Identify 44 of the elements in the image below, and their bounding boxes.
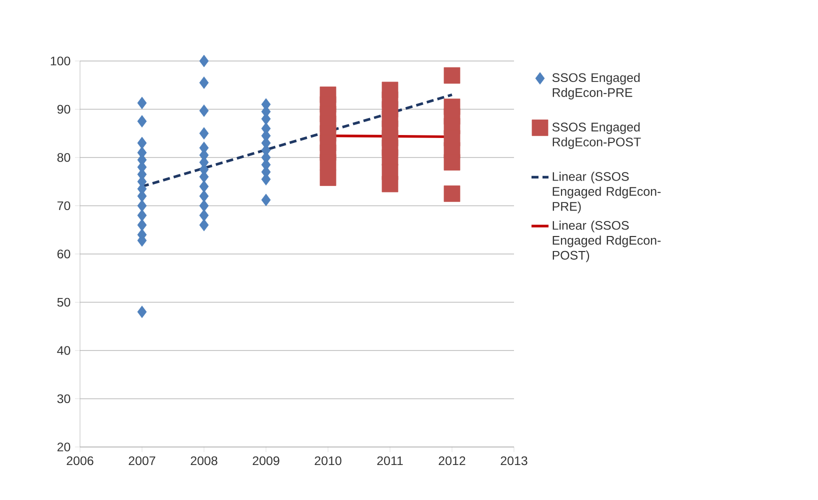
x-tick-label: 2013: [500, 456, 528, 466]
y-tick-label: 20: [57, 442, 70, 452]
point: [199, 54, 209, 68]
y-tick-label: 70: [57, 201, 70, 210]
x-tick-label: 2012: [438, 456, 466, 466]
point: [137, 306, 147, 318]
point: [444, 154, 460, 171]
x-tick-label: 2008: [190, 456, 218, 466]
point: [199, 180, 209, 193]
point: [444, 185, 460, 202]
point: [137, 96, 147, 110]
point: [199, 76, 209, 89]
legend-label: Linear (SSOS Engaged RdgEcon-PRE): [552, 172, 661, 214]
point: [382, 176, 398, 192]
point: [320, 170, 336, 186]
x-tick-label: 2006: [66, 456, 94, 466]
point: [199, 190, 209, 202]
legend-label: SSOS Engaged RdgEcon-POST: [552, 122, 641, 149]
point: [137, 115, 147, 128]
x-tick-label: 2007: [128, 456, 156, 466]
y-tick-label: 30: [57, 394, 70, 404]
y-tick-label: 40: [57, 346, 70, 355]
y-tick-label: 80: [57, 153, 70, 162]
point: [137, 200, 147, 212]
y-tick-label: 60: [57, 250, 70, 258]
legend-label: Linear (SSOS Engaged RdgEcon-POST): [552, 220, 661, 262]
point: [261, 194, 271, 206]
x-tick-label: 2010: [314, 456, 342, 466]
point: [137, 209, 147, 222]
x-tick-label: 2009: [252, 456, 280, 466]
point: [199, 218, 209, 232]
point: [199, 209, 209, 222]
y-tick-label: 50: [57, 298, 70, 307]
x-tick-label: 2011: [377, 456, 403, 466]
point: [199, 104, 209, 117]
point: [320, 154, 336, 171]
point: [137, 218, 147, 232]
y-tick-label: 90: [57, 104, 70, 114]
point: [199, 127, 209, 140]
point: [137, 136, 147, 150]
point: [199, 200, 209, 212]
y-tick-label: 100: [50, 56, 70, 66]
point: [444, 67, 460, 84]
legend-label: SSOS Engaged RdgEcon-PRE: [552, 72, 640, 100]
